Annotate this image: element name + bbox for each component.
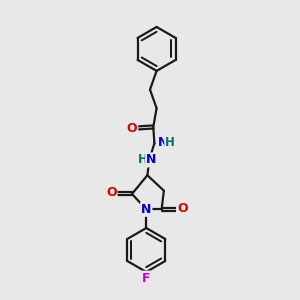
Text: N: N bbox=[146, 153, 157, 167]
Text: H: H bbox=[138, 153, 148, 167]
Text: F: F bbox=[142, 272, 151, 285]
Text: O: O bbox=[106, 186, 117, 199]
Text: N: N bbox=[158, 136, 168, 149]
Text: O: O bbox=[127, 122, 137, 134]
Text: O: O bbox=[177, 202, 188, 215]
Text: N: N bbox=[141, 203, 152, 216]
Text: H: H bbox=[165, 136, 175, 149]
